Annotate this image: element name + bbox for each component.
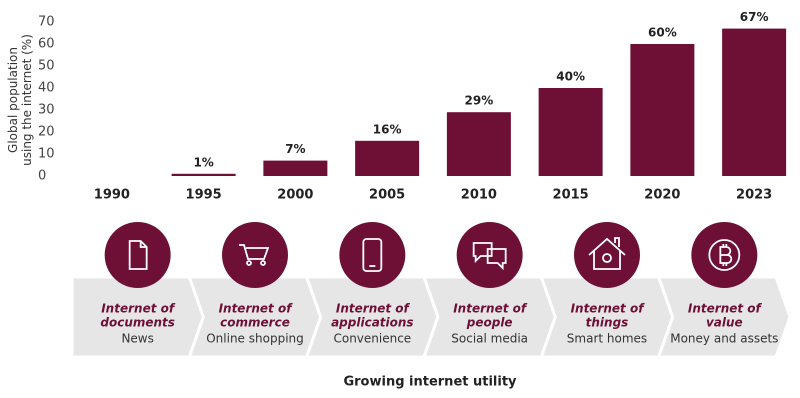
y-axis-label: Global populationusing the internet (%) xyxy=(6,34,34,166)
step-subtitle: Convenience xyxy=(333,332,411,346)
icon-shape xyxy=(708,239,741,271)
bar xyxy=(355,140,420,176)
bar xyxy=(630,44,695,176)
step-title: documents xyxy=(100,316,175,330)
icon-shape xyxy=(719,244,733,266)
x-tick-label: 2010 xyxy=(461,188,497,203)
x-tick-label: 1995 xyxy=(186,188,222,203)
icon-shape xyxy=(128,240,148,270)
step-title: people xyxy=(466,316,513,330)
step-icon xyxy=(128,240,148,270)
step-icon-circle xyxy=(574,222,640,288)
x-tick-label: 2005 xyxy=(369,188,405,203)
bar xyxy=(446,112,511,176)
step-title: Internet of xyxy=(453,302,528,316)
value-label: 40% xyxy=(556,70,585,84)
value-label: 7% xyxy=(285,142,305,156)
step-icon xyxy=(708,239,741,271)
y-tick-label: 20 xyxy=(38,125,55,140)
bar xyxy=(171,173,236,176)
step-title: value xyxy=(706,316,743,330)
value-label: 16% xyxy=(373,122,402,136)
icon-shape xyxy=(362,238,383,272)
step-subtitle: Online shopping xyxy=(206,332,304,346)
step-title: commerce xyxy=(220,316,290,330)
x-tick-label: 2000 xyxy=(277,188,313,203)
y-tick-label: 0 xyxy=(38,169,46,184)
footer: Growing internet utility xyxy=(343,375,517,390)
x-tick-label: 2015 xyxy=(553,188,589,203)
step-arrow xyxy=(656,275,792,359)
x-tick-label: 2023 xyxy=(736,188,772,203)
value-label: 29% xyxy=(465,94,494,108)
icon-shape xyxy=(239,244,270,266)
step-icon xyxy=(588,237,626,270)
step-icon-circle xyxy=(456,222,523,288)
step-icon xyxy=(362,238,383,272)
step-icon xyxy=(239,244,270,266)
y-tick-label: 70 xyxy=(38,15,55,30)
step-title: Internet of xyxy=(101,302,176,316)
step-subtitle: Social media xyxy=(451,332,528,346)
step-icon-circle xyxy=(104,222,171,288)
step-title: Internet of xyxy=(336,302,411,316)
bar xyxy=(263,160,328,176)
y-tick-label: 60 xyxy=(38,37,55,52)
step-subtitle: Smart homes xyxy=(567,332,647,346)
icon-shape xyxy=(588,237,626,270)
step-icon-circle xyxy=(222,222,288,288)
y-tick-label: 30 xyxy=(38,103,55,118)
step-subtitle: News xyxy=(121,332,153,346)
step-subtitle: Money and assets xyxy=(670,332,778,346)
x-tick-label: 1990 xyxy=(94,188,130,203)
value-label: 1% xyxy=(193,155,213,169)
value-label: 60% xyxy=(648,26,677,40)
bar xyxy=(538,88,603,176)
y-axis-label-line: Global population xyxy=(6,47,20,153)
step-title: Internet of xyxy=(571,302,646,316)
bar xyxy=(722,28,787,176)
icon-shape xyxy=(602,253,612,263)
x-tick-label: 2020 xyxy=(644,188,680,203)
step-icon-circle xyxy=(339,222,406,288)
step-title: Internet of xyxy=(219,302,294,316)
y-tick-label: 40 xyxy=(38,81,55,96)
step-title: Internet of xyxy=(688,302,763,316)
y-tick-label: 50 xyxy=(38,59,55,74)
icon-shape xyxy=(472,242,507,271)
step-title: things xyxy=(586,316,629,330)
step-icon xyxy=(472,242,507,271)
step-title: applications xyxy=(331,316,414,330)
y-tick-label: 10 xyxy=(38,147,55,162)
value-label: 67% xyxy=(740,10,769,24)
y-axis-label-line: using the internet (%) xyxy=(20,34,34,166)
